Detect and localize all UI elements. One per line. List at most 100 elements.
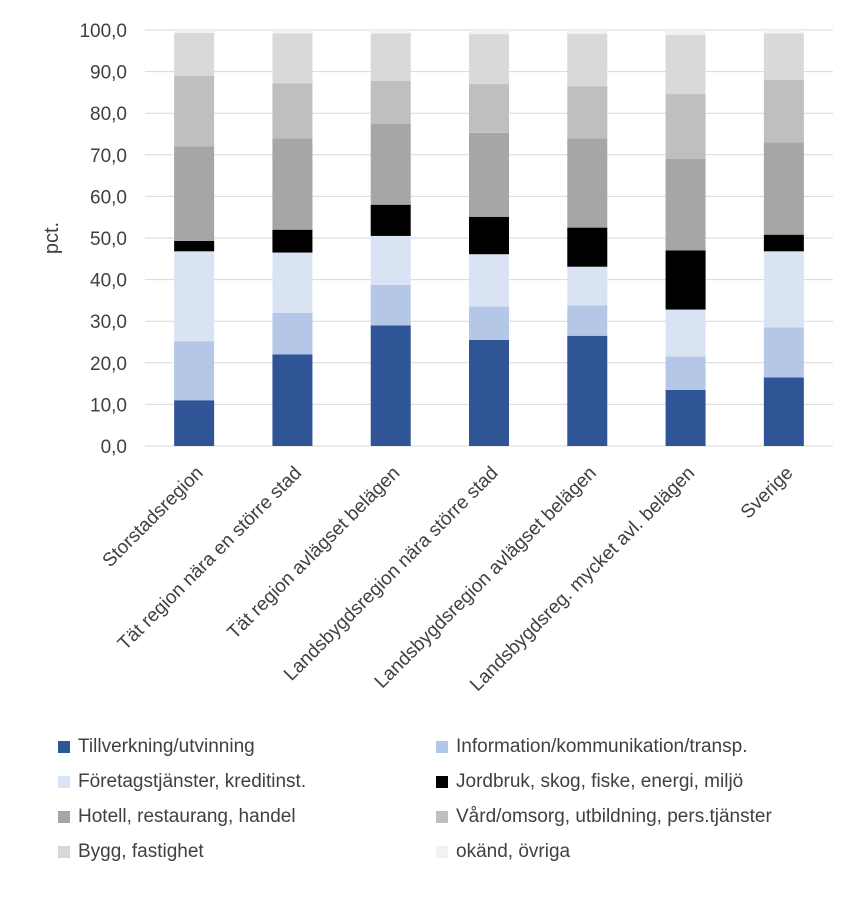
legend-label: Hotell, restaurang, handel: [78, 806, 296, 827]
bar-segment: [763, 142, 804, 235]
bar-segment: [469, 216, 509, 255]
y-tick-label: 100,0: [79, 21, 127, 42]
legend-item: okänd, övriga: [436, 841, 570, 863]
legend-label: Vård/omsorg, utbildning, pers.tjänster: [456, 806, 772, 827]
bar-segment: [174, 400, 215, 446]
x-tick-label: Storstadsregion: [99, 463, 208, 572]
bar-segment: [469, 339, 509, 446]
legend-label: okänd, övriga: [456, 841, 571, 862]
bar-segment: [272, 83, 313, 139]
bar-segment: [272, 354, 313, 446]
y-tick-label: 20,0: [90, 354, 127, 375]
bar-segment: [370, 30, 411, 34]
legend-item: Bygg, fastighet: [58, 841, 204, 863]
legend-label: Tillverkning/utvinning: [78, 736, 255, 757]
bar-stack: [370, 30, 411, 446]
bar-segment: [567, 33, 608, 87]
bar-segment: [763, 327, 804, 378]
legend-label: Bygg, fastighet: [78, 841, 204, 862]
y-tick-label: 40,0: [90, 271, 127, 292]
bar-segment: [272, 229, 313, 253]
bar-stack: [665, 30, 706, 446]
y-tick-label: 0,0: [101, 437, 127, 458]
bar-segment: [370, 235, 411, 286]
bar-segment: [665, 356, 706, 390]
bar-segment: [469, 84, 509, 133]
y-tick-label: 60,0: [90, 187, 127, 208]
legend-label: Information/kommunikation/transp.: [456, 736, 748, 757]
y-tick-label: 10,0: [90, 395, 127, 416]
bar-segment: [567, 86, 608, 139]
legend-swatch: [436, 846, 448, 858]
bar-segment: [665, 30, 706, 35]
bar-segment: [469, 132, 509, 217]
legend-item: Vård/omsorg, utbildning, pers.tjänster: [436, 806, 772, 828]
bar-segment: [272, 252, 313, 313]
bar-segment: [370, 123, 411, 205]
x-tick-label: Landsbygdsreg. mycket avl. belägen: [466, 463, 699, 696]
legend-swatch: [58, 776, 70, 788]
x-tick-label: Tät region nära en större stad: [114, 463, 306, 655]
bar-segment: [370, 204, 411, 236]
legend-swatch: [58, 846, 70, 858]
bar-segment: [665, 94, 706, 159]
bar-stack: [272, 30, 313, 446]
bar-segment: [567, 266, 608, 306]
legend-item: Jordbruk, skog, fiske, energi, miljö: [436, 771, 743, 793]
bar-stack: [567, 30, 608, 446]
bar-segment: [567, 138, 608, 228]
bar-segment: [272, 312, 313, 355]
bar-segment: [763, 251, 804, 328]
stacked-bar-chart: 0,0 10,0 20,0 30,0 40,0 50,0 60,0 70,0 80,0 90,0 1…: [41, 21, 833, 696]
bar-segment: [665, 309, 706, 357]
bar-segment: [665, 34, 706, 95]
legend-swatch: [58, 811, 70, 823]
bar-segment: [763, 79, 804, 143]
legend-swatch: [436, 811, 448, 823]
bar-segment: [763, 30, 804, 34]
bar-segment: [665, 389, 706, 446]
legend-item: Tillverkning/utvinning: [58, 736, 255, 758]
bar-segment: [370, 80, 411, 124]
bar-stack: [763, 30, 804, 446]
bar-segment: [370, 33, 411, 81]
bar-segment: [469, 254, 509, 307]
bar-segment: [174, 341, 215, 401]
bar-segment: [174, 30, 215, 33]
bar-segment: [469, 306, 509, 340]
bar-segment: [272, 30, 313, 34]
bar-segment: [174, 75, 215, 147]
bar-stacks: [174, 30, 804, 446]
bar-segment: [763, 33, 804, 80]
bar-segment: [763, 234, 804, 252]
bar-segment: [272, 33, 313, 84]
y-tick-label: 50,0: [90, 229, 127, 250]
legend-label: Företagstjänster, kreditinst.: [78, 771, 307, 792]
y-axis-label: pct.: [41, 222, 63, 254]
bar-stack: [174, 30, 215, 446]
legend-swatch: [58, 741, 70, 753]
bar-segment: [174, 251, 215, 342]
legend-item: Hotell, restaurang, handel: [58, 806, 296, 828]
bar-segment: [567, 30, 608, 34]
bar-segment: [665, 158, 706, 251]
legend-item: Företagstjänster, kreditinst.: [58, 771, 306, 793]
bar-segment: [370, 285, 411, 326]
y-tick-label: 80,0: [90, 104, 127, 125]
x-tick-label: Landsbygdsregion nära större stad: [280, 463, 502, 685]
bar-segment: [469, 30, 509, 35]
bar-segment: [272, 138, 313, 230]
legend-swatch: [436, 776, 448, 788]
bar-segment: [469, 34, 509, 85]
bar-segment: [763, 377, 804, 446]
legend-item: Information/kommunikation/transp.: [436, 736, 747, 758]
y-axis: 0,0 10,0 20,0 30,0 40,0 50,0 60,0 70,0 80,0 90,0 1…: [79, 21, 127, 458]
bar-segment: [174, 32, 215, 76]
bar-segment: [370, 325, 411, 446]
bar-segment: [567, 227, 608, 267]
bar-segment: [174, 146, 215, 241]
bar-segment: [567, 305, 608, 336]
bar-segment: [567, 335, 608, 446]
y-tick-label: 70,0: [90, 146, 127, 167]
